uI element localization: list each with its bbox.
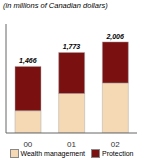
svg-text:01: 01 (67, 140, 76, 147)
svg-text:2,006: 2,006 (105, 33, 124, 41)
html-text:Wealth management: Wealth management (20, 149, 85, 157)
html-text:Protection: Protection (102, 149, 134, 157)
svg-text:00: 00 (23, 140, 32, 147)
svg-text:1,466: 1,466 (19, 57, 37, 65)
svg-text:02: 02 (111, 140, 120, 147)
svg-text:1,773: 1,773 (63, 43, 81, 51)
html-text:(in millions of Canadian dolla: (in millions of Canadian dollars) (3, 1, 108, 10)
